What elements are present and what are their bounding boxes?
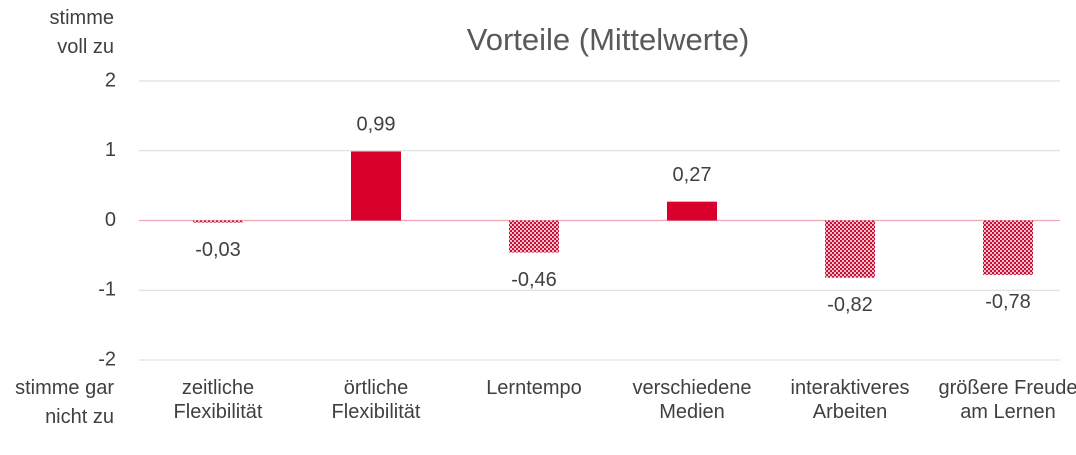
value-label: -0,46 — [511, 269, 557, 291]
axis-annotation: voll zu — [57, 36, 114, 58]
x-tick-label: zeitliche Flexibilität — [173, 377, 263, 423]
bar — [667, 201, 717, 221]
value-label: -0,82 — [827, 294, 873, 316]
axis-annotation: stimme gar — [15, 377, 114, 399]
x-tick-label: Lerntempo — [486, 377, 582, 399]
y-tick-label: 1 — [105, 139, 116, 161]
x-tick-label: örtliche Flexibilität — [331, 377, 421, 423]
y-tick-label: -1 — [98, 279, 116, 301]
axis-annotation: stimme — [49, 7, 114, 29]
y-tick-label: -2 — [98, 348, 116, 370]
x-tick-label: verschiedene Medien — [632, 377, 752, 423]
axis-annotation: nicht zu — [45, 406, 114, 428]
bar — [193, 220, 243, 223]
x-tick-label: interaktiveres Arbeiten — [790, 377, 910, 423]
value-label: 0,99 — [357, 114, 396, 136]
value-label: -0,78 — [985, 291, 1031, 313]
value-label: -0,03 — [195, 239, 241, 261]
y-tick-label: 0 — [105, 209, 116, 231]
chart-title: Vorteile (Mittelwerte) — [467, 22, 750, 57]
bar — [351, 151, 401, 221]
bar — [509, 220, 559, 253]
x-tick-label: größere Freude am Lernen — [938, 377, 1076, 423]
value-label: 0,27 — [673, 164, 712, 186]
bar — [825, 220, 875, 278]
y-tick-label: 2 — [105, 69, 116, 91]
bar — [983, 220, 1033, 275]
